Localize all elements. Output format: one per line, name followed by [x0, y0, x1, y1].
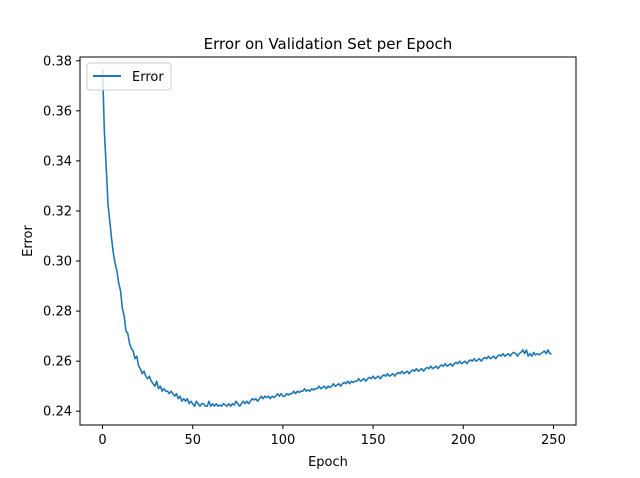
x-axis-ticks: 0 50 100 150 200 250 — [98, 425, 566, 448]
x-tick-label: 50 — [184, 433, 201, 448]
plot-area — [80, 57, 576, 425]
plot-frame — [79, 56, 577, 426]
y-axis-ticks: 0.24 0.26 0.28 0.30 0.32 0.34 0.36 0.38 — [43, 54, 80, 420]
x-tick-label: 100 — [270, 433, 295, 448]
y-tick-label: 0.28 — [43, 305, 72, 320]
x-tick-label: 200 — [451, 433, 476, 448]
y-axis-title: Error — [21, 225, 36, 257]
series-layer — [101, 69, 552, 408]
y-tick-label: 0.34 — [43, 154, 72, 169]
chart-title: Error on Validation Set per Epoch — [204, 35, 453, 53]
legend-box — [86, 62, 172, 91]
y-tick-label: 0.24 — [43, 405, 72, 420]
x-axis-title: Epoch — [308, 455, 348, 470]
y-tick-label: 0.30 — [43, 255, 72, 270]
legend: Error — [86, 62, 172, 91]
x-tick-label: 0 — [98, 433, 106, 448]
x-tick-label: 150 — [361, 433, 386, 448]
series-line-error — [101, 69, 552, 408]
legend-label: Error — [132, 70, 164, 85]
y-tick-label: 0.36 — [43, 104, 72, 119]
y-tick-label: 0.38 — [43, 54, 72, 69]
x-tick-label: 250 — [541, 433, 566, 448]
y-tick-label: 0.32 — [43, 204, 72, 219]
y-tick-label: 0.26 — [43, 355, 72, 370]
